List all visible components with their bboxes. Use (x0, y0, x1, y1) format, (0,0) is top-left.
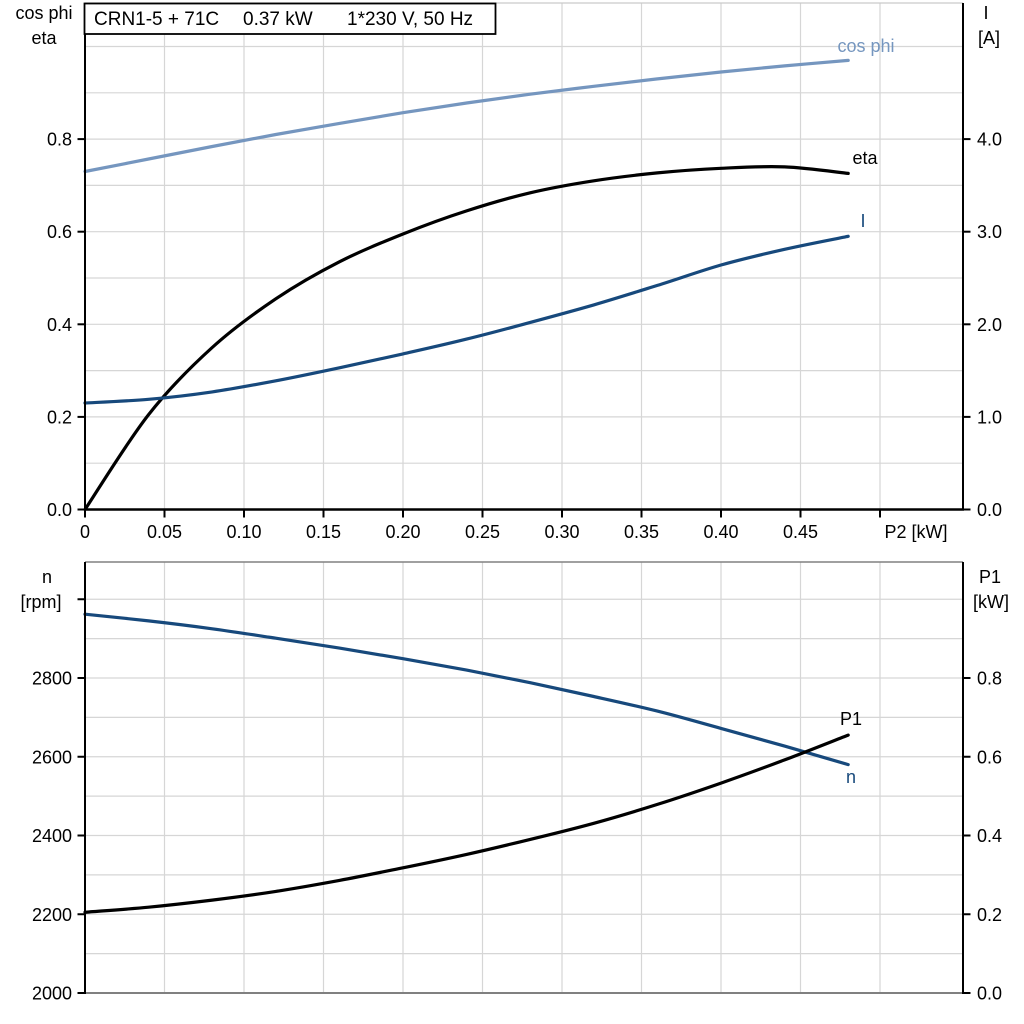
x-axis-tick-label: 0.45 (783, 522, 818, 542)
right-axis-header-line1: P1 (979, 567, 1001, 587)
curve-i (83, 234, 850, 405)
x-axis-tick-label: 0.20 (385, 522, 420, 542)
left-axis-tick-label: 0.8 (47, 130, 72, 150)
chart-title-segment-1: CRN1-5 + 71C (94, 9, 219, 30)
right-axis-tick-label: 2.0 (977, 315, 1002, 335)
right-axis-tick-label: 0.0 (977, 500, 1002, 520)
chart-2: n P1 2000 2200 2400 2600 2800 0.0 0.2 0.4 0.6 0.8 n [… (20, 561, 1009, 1004)
x-axis-tick-label: 0.10 (226, 522, 261, 542)
x-axis-tick-label: 0 (80, 522, 90, 542)
title-box-frame (83, 2, 497, 35)
x-axis-tick-label: 0.05 (147, 522, 182, 542)
left-axis-tick-label: 2400 (32, 826, 72, 846)
x-axis-tick-label: 0.25 (465, 522, 500, 542)
left-axis-header-line2: [rpm] (20, 592, 61, 612)
right-axis-tick-label: 0.0 (977, 984, 1002, 1004)
right-axis-tick-label: 3.0 (977, 222, 1002, 242)
chart-title-segment-2: 0.37 kW (243, 9, 313, 30)
left-axis-tick-label: 0.2 (47, 407, 72, 427)
right-axis-tick-label: 4.0 (977, 130, 1002, 150)
right-axis-tick-label: 0.6 (977, 747, 1002, 767)
right-axis-header-line1: I (983, 3, 988, 23)
curve-label-n: n (846, 767, 856, 787)
chart-title-segment-3: 1*230 V, 50 Hz (347, 9, 473, 30)
left-axis-tick-label: 0.4 (47, 315, 72, 335)
left-axis-tick-label: 2200 (32, 905, 72, 925)
right-axis-tick-label: 0.2 (977, 905, 1002, 925)
title-box: CRN1-5 + 71C 0.37 kW 1*230 V, 50 Hz (83, 2, 497, 35)
right-axis-header-line2: [A] (978, 28, 1000, 48)
curve-p1 (83, 733, 850, 914)
curve-n (83, 612, 850, 767)
x-axis-title: P2 [kW] (884, 522, 947, 542)
left-axis-header-line2: eta (31, 28, 57, 48)
right-axis-tick-label: 1.0 (977, 407, 1002, 427)
x-axis-tick-label: 0.15 (306, 522, 341, 542)
curve-label-eta: eta (852, 148, 878, 168)
left-axis-tick-label: 2800 (32, 669, 72, 689)
left-axis-header-line1: cos phi (15, 3, 72, 23)
curve-eta (83, 164, 850, 512)
right-axis-header-line2: [kW] (973, 592, 1009, 612)
left-axis-tick-label: 2000 (32, 984, 72, 1004)
curve-label-cos-phi: cos phi (837, 36, 894, 56)
left-axis-tick-label: 0.6 (47, 222, 72, 242)
curve-label-i: I (860, 211, 865, 231)
left-axis-tick-label: 2600 (32, 747, 72, 767)
chart-1: cos phi eta I 0.0 0.2 0.4 0.6 0.8 0.0 1.0 2.0 3.0 4.… (15, 2, 1002, 542)
right-axis-tick-label: 0.8 (977, 669, 1002, 689)
x-axis-tick-label: 0.30 (544, 522, 579, 542)
curve-cos-phi (83, 58, 850, 174)
x-axis-tick-label: 0.40 (703, 522, 738, 542)
curve-label-p1: P1 (840, 709, 862, 729)
left-axis-tick-label: 0.0 (47, 500, 72, 520)
left-axis-header-line1: n (42, 567, 52, 587)
right-axis-tick-label: 0.4 (977, 826, 1002, 846)
x-axis-tick-label: 0.35 (624, 522, 659, 542)
